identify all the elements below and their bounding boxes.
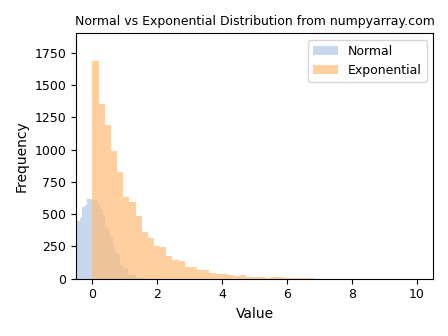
Bar [179, 260, 185, 279]
Bar [136, 277, 138, 279]
Bar [209, 273, 215, 279]
Bar [98, 203, 100, 279]
Bar [49, 276, 52, 279]
Bar [160, 247, 166, 279]
Bar [77, 221, 80, 279]
Bar [108, 230, 110, 279]
Bar [215, 274, 222, 279]
Bar [47, 277, 49, 279]
Bar [133, 276, 136, 279]
Bar [142, 232, 148, 279]
Bar [128, 274, 131, 279]
Bar [69, 245, 72, 279]
Bar [234, 276, 240, 279]
Bar [117, 172, 123, 279]
Bar [65, 260, 67, 279]
Bar [118, 255, 121, 279]
Bar [42, 278, 44, 279]
Bar [82, 207, 85, 279]
Bar [143, 278, 146, 279]
Bar [105, 228, 108, 279]
Bar [111, 151, 117, 279]
Bar [62, 261, 65, 279]
Bar [105, 125, 111, 279]
Bar [296, 278, 302, 279]
Bar [203, 270, 209, 279]
Bar [100, 210, 103, 279]
Bar [113, 246, 115, 279]
Bar [289, 278, 296, 279]
Bar [67, 251, 69, 279]
Bar [166, 256, 172, 279]
Bar [135, 216, 142, 279]
Bar [154, 246, 160, 279]
Bar [129, 202, 135, 279]
X-axis label: Value: Value [236, 307, 274, 321]
Bar [253, 277, 258, 279]
Bar [95, 199, 98, 279]
Bar [277, 278, 284, 279]
Bar [59, 266, 62, 279]
Bar [121, 264, 123, 279]
Bar [131, 275, 133, 279]
Bar [123, 267, 125, 279]
Bar [92, 200, 95, 279]
Bar [103, 215, 105, 279]
Bar [123, 197, 129, 279]
Bar [72, 239, 74, 279]
Bar [185, 267, 191, 279]
Bar [228, 275, 234, 279]
Bar [39, 278, 42, 279]
Bar [44, 277, 47, 279]
Bar [197, 270, 203, 279]
Bar [52, 274, 54, 279]
Bar [172, 260, 179, 279]
Legend: Normal, Exponential: Normal, Exponential [308, 40, 427, 82]
Bar [240, 276, 246, 279]
Bar [141, 278, 143, 279]
Bar [271, 277, 277, 279]
Bar [87, 199, 90, 279]
Bar [54, 274, 57, 279]
Bar [74, 230, 77, 279]
Bar [191, 267, 197, 279]
Bar [110, 237, 113, 279]
Bar [302, 278, 308, 279]
Bar [138, 278, 141, 279]
Y-axis label: Frequency: Frequency [15, 120, 29, 192]
Bar [222, 274, 228, 279]
Bar [258, 277, 265, 279]
Bar [80, 218, 82, 279]
Bar [284, 278, 289, 279]
Bar [265, 278, 271, 279]
Bar [125, 268, 128, 279]
Bar [148, 238, 154, 279]
Bar [85, 205, 87, 279]
Bar [99, 103, 105, 279]
Bar [57, 269, 59, 279]
Title: Normal vs Exponential Distribution from numpyarray.com: Normal vs Exponential Distribution from … [75, 15, 435, 28]
Bar [92, 61, 99, 279]
Bar [115, 253, 118, 279]
Bar [246, 277, 253, 279]
Bar [90, 199, 92, 279]
